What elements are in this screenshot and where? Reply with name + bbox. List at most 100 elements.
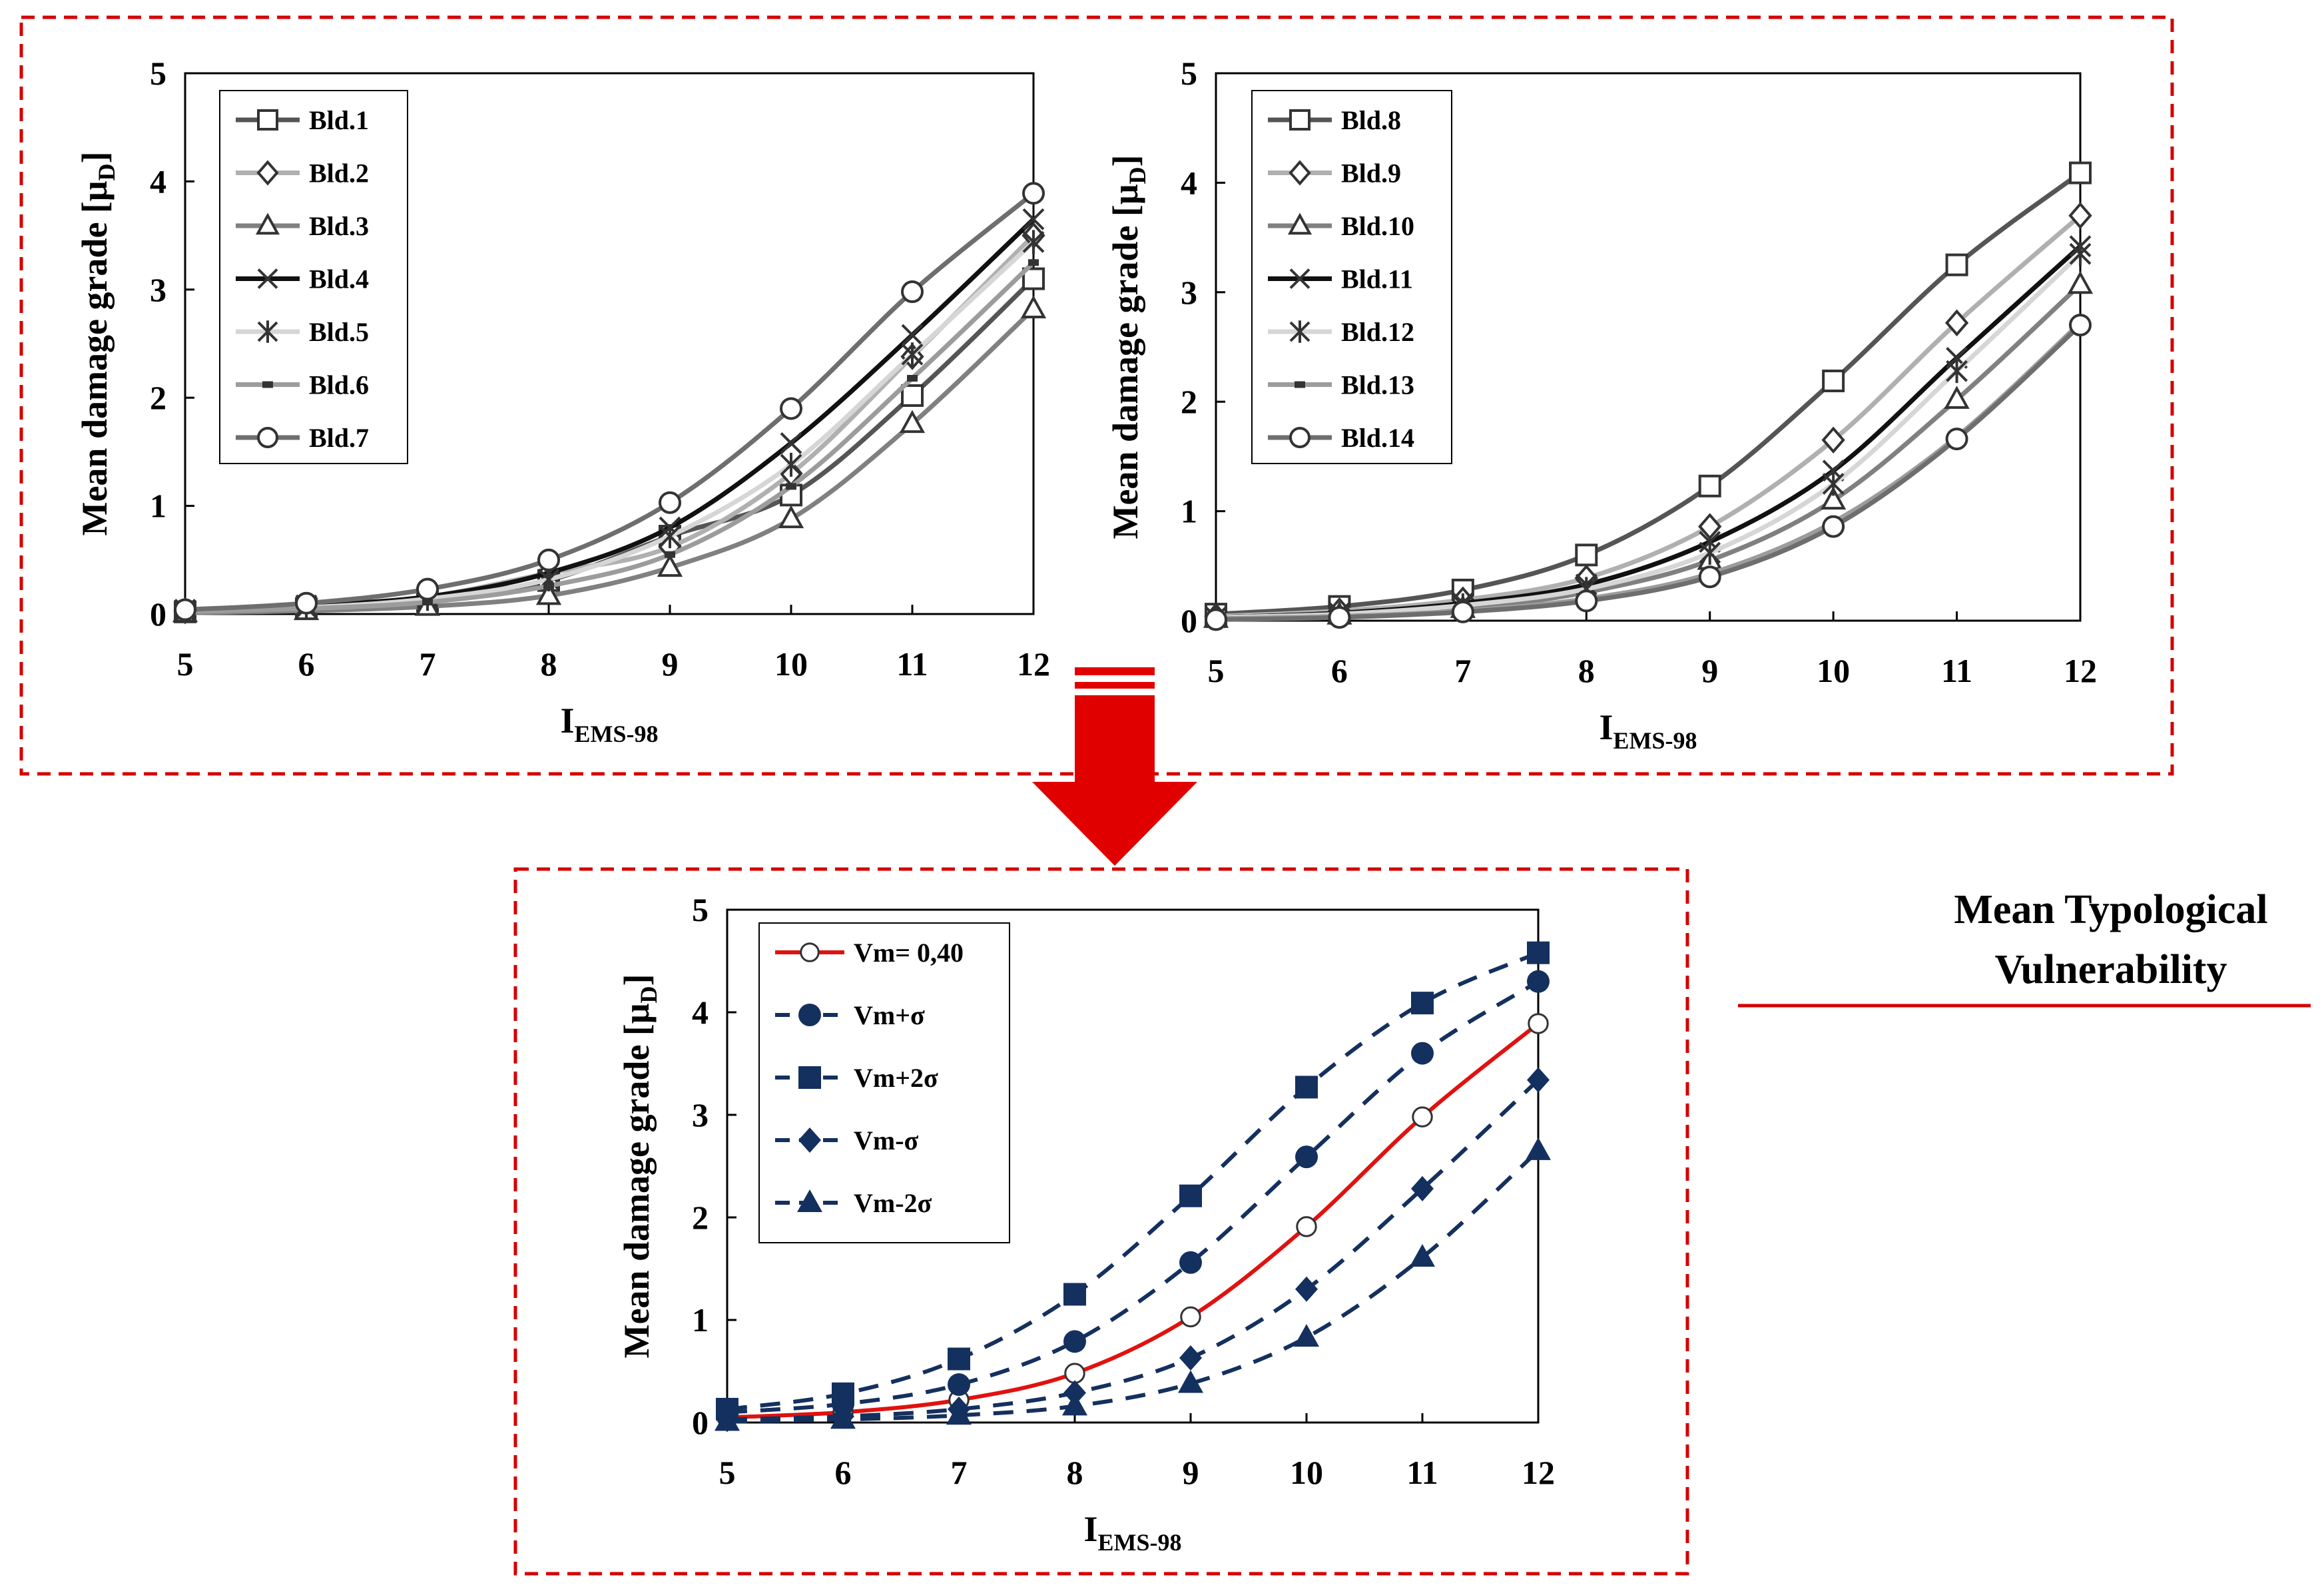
data-point-bld-7-6	[295, 591, 318, 615]
y-tick-label: 0	[692, 1404, 709, 1441]
series-line-Bld.9	[1215, 214, 2082, 619]
y-tick-label: 5	[150, 55, 166, 92]
data-point-vm-2--12	[1527, 941, 1550, 964]
x-axis-label: IEMS-98	[560, 701, 658, 747]
legend-label: Bld.13	[1341, 370, 1414, 400]
x-tick-label: 5	[1208, 652, 1225, 689]
data-point-bld-10-10	[1821, 486, 1847, 510]
legend-marker-bld-8	[1289, 109, 1310, 131]
y-tick-label: 4	[692, 994, 709, 1031]
data-point-bld-5-10	[780, 452, 802, 477]
data-point-bld-3-11	[899, 410, 926, 434]
x-tick-label: 11	[896, 645, 928, 683]
data-point-bld-14-11	[1945, 428, 1968, 451]
data-point-bld-9-12	[2068, 202, 2092, 230]
data-point-vm-0-40-11	[1412, 1106, 1433, 1127]
legend-label: Bld.14	[1341, 423, 1414, 453]
data-point-bld-9-11	[1944, 309, 1969, 337]
data-point-vm--10	[1295, 1145, 1318, 1169]
series-line-Vm-σ	[726, 1078, 1540, 1422]
data-point-bld-14-5	[1205, 608, 1227, 631]
legend-marker-vm-2-	[798, 1066, 821, 1089]
data-point-bld-10-12	[2067, 270, 2094, 294]
legend-marker-bld-14	[1289, 427, 1310, 448]
data-point-bld-14-8	[1575, 589, 1598, 613]
y-tick-label: 2	[692, 1199, 709, 1236]
data-point-vm-2--7	[946, 1402, 972, 1425]
x-axis-label: IEMS-98	[1083, 1509, 1181, 1556]
side-label-line2: Vulnerability	[1994, 947, 2227, 992]
data-point-vm--9	[1179, 1345, 1202, 1371]
legend-marker-vm-	[798, 1127, 821, 1153]
series-line-Vm+σ	[726, 980, 1540, 1415]
y-tick-label: 3	[692, 1096, 709, 1133]
x-axis-label: IEMS-98	[1599, 707, 1697, 754]
data-point-bld-9-10	[1821, 426, 1845, 454]
legend-label: Vm+σ	[854, 1000, 925, 1030]
data-point-vm--7	[948, 1373, 970, 1397]
y-tick-label: 1	[1181, 493, 1197, 530]
data-point-bld-12-11	[1946, 359, 1968, 384]
data-point-bld-3-9	[657, 553, 683, 577]
x-tick-label: 9	[662, 645, 679, 683]
legend-label: Bld.12	[1341, 317, 1414, 347]
data-point-bld-12-12	[2069, 242, 2092, 266]
data-point-vm-2--10	[1295, 1076, 1318, 1099]
data-point-bld-7-7	[416, 577, 439, 601]
data-point-bld-6-11	[907, 374, 918, 382]
legend-label: Bld.10	[1341, 211, 1414, 241]
x-tick-label: 8	[1067, 1454, 1083, 1491]
legend-label: Bld.11	[1341, 264, 1413, 294]
legend-label: Bld.5	[309, 317, 369, 347]
data-point-bld-4-11	[901, 324, 924, 346]
data-point-bld-14-6	[1328, 606, 1351, 629]
x-tick-label: 11	[1406, 1454, 1438, 1491]
legend-marker-bld-3	[255, 212, 280, 235]
data-point-vm-2--9	[1179, 1184, 1202, 1207]
x-tick-label: 5	[719, 1454, 736, 1491]
data-point-vm-0-40-8	[1064, 1363, 1085, 1384]
legend-marker-bld-11	[1289, 268, 1310, 289]
legend-label: Bld.8	[1341, 105, 1401, 135]
data-point-bld-14-12	[2069, 314, 2092, 337]
legend-marker-vm-2-	[797, 1189, 822, 1212]
data-point-bld-1-12	[1022, 267, 1045, 290]
x-tick-label: 6	[298, 645, 315, 683]
data-point-vm-2--9	[1178, 1370, 1203, 1393]
plot-frame	[184, 72, 1035, 615]
series-line-Vm= 0,40	[726, 1022, 1540, 1420]
data-point-vm-2--11	[1411, 992, 1434, 1015]
y-tick-label: 1	[692, 1301, 709, 1339]
x-tick-label: 7	[951, 1454, 968, 1491]
legend-marker-bld-10	[1287, 212, 1312, 235]
y-tick-label: 4	[1181, 164, 1197, 201]
data-point-bld-14-9	[1698, 565, 1721, 589]
legend-marker-bld-7	[257, 427, 278, 448]
y-tick-label: 5	[1181, 55, 1197, 92]
data-point-vm-2--7	[948, 1347, 970, 1371]
data-point-vm--8	[1063, 1380, 1086, 1406]
legend-marker-bld-5	[257, 320, 278, 343]
data-point-vm--11	[1411, 1175, 1434, 1201]
data-point-vm-2--12	[1526, 1137, 1551, 1160]
series-line-Vm-2σ	[726, 1149, 1540, 1424]
x-tick-label: 11	[1941, 652, 1972, 689]
x-tick-label: 8	[541, 645, 557, 683]
data-point-bld-3-8	[535, 581, 562, 605]
data-point-bld-3-10	[778, 505, 804, 529]
x-tick-label: 10	[1290, 1454, 1323, 1491]
data-point-vm-2--10	[1294, 1324, 1319, 1347]
data-point-bld-6-8	[543, 582, 554, 589]
data-point-bld-8-10	[1822, 369, 1845, 392]
x-tick-label: 7	[1454, 652, 1471, 689]
data-point-bld-7-5	[174, 598, 196, 621]
y-tick-label: 4	[150, 162, 166, 200]
data-point-bld-7-10	[780, 397, 802, 420]
data-point-bld-5-12	[1022, 230, 1045, 254]
y-tick-label: 1	[150, 487, 166, 525]
y-tick-label: 0	[1181, 602, 1197, 639]
